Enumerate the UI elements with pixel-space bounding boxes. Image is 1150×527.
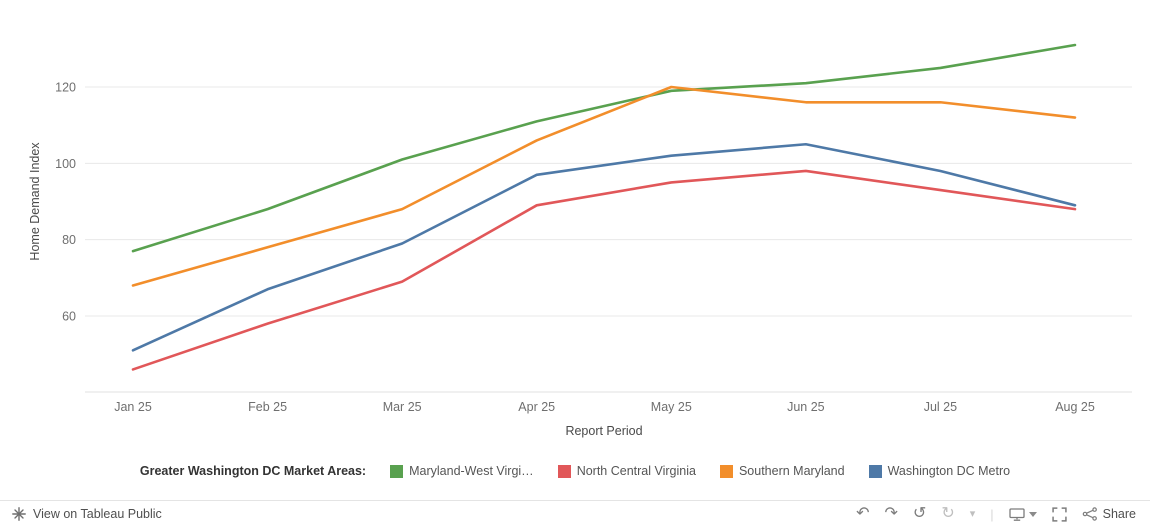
x-tick-label: Aug 25	[1055, 400, 1095, 414]
y-tick-label: 100	[55, 157, 76, 171]
x-tick-label: May 25	[651, 400, 692, 414]
share-icon	[1082, 507, 1097, 521]
tableau-logo-icon	[12, 507, 26, 521]
y-axis-title: Home Demand Index	[28, 142, 42, 261]
share-label: Share	[1102, 507, 1136, 521]
legend-label: Washington DC Metro	[887, 464, 1011, 478]
caret-down-icon[interactable]: ▾	[969, 507, 976, 520]
legend-item[interactable]: Washington DC Metro	[868, 464, 1011, 478]
series-line-north-central-virginia[interactable]	[131, 169, 1077, 371]
series-line-southern-maryland[interactable]	[131, 85, 1077, 287]
legend-item[interactable]: North Central Virginia	[557, 464, 696, 478]
legend-label: Southern Maryland	[738, 464, 845, 478]
x-tick-label: Jul 25	[924, 400, 957, 414]
y-tick-label: 80	[62, 233, 76, 247]
fullscreen-icon	[1051, 506, 1067, 522]
x-axis-title: Report Period	[565, 424, 642, 438]
series-line-maryland-west-virgi[interactable]	[131, 43, 1077, 253]
y-tick-label: 60	[62, 310, 76, 324]
viz-area: 60 80 100 120 Jan 25 Feb 25 Mar 25 Apr 25 May 25…	[0, 0, 1150, 448]
series-line-washington-dc-metro[interactable]	[131, 142, 1077, 352]
legend-item[interactable]: Maryland-West Virgi…	[390, 464, 534, 478]
legend-swatch	[390, 464, 404, 478]
x-tick-label: Jun 25	[787, 400, 825, 414]
fullscreen-button[interactable]	[1051, 506, 1067, 522]
x-tick-label: Feb 25	[248, 400, 287, 414]
legend-title: Greater Washington DC Market Areas:	[139, 464, 367, 478]
x-tick-label: Mar 25	[383, 400, 422, 414]
view-on-tableau-link[interactable]: View on Tableau Public	[0, 507, 162, 521]
download-caret-icon	[1028, 511, 1037, 517]
legend: Greater Washington DC Market Areas: Mary…	[0, 464, 1150, 478]
legend-label: North Central Virginia	[576, 464, 696, 478]
x-tick-label: Apr 25	[518, 400, 555, 414]
legend-items: Maryland-West Virgi… North Central Virgin…	[390, 464, 1010, 478]
y-tick-label: 120	[55, 81, 76, 95]
download-icon	[1008, 507, 1025, 521]
legend-swatch	[719, 464, 733, 478]
legend-label: Maryland-West Virgi…	[409, 464, 534, 478]
line-chart[interactable]: 60 80 100 120 Jan 25 Feb 25 Mar 25 Apr 25 May 25…	[0, 0, 1150, 448]
share-button[interactable]: Share	[1082, 507, 1136, 521]
redo-icon[interactable]: ↷	[884, 505, 898, 522]
legend-swatch	[868, 464, 882, 478]
download-button[interactable]	[1008, 507, 1037, 521]
tableau-toolbar: View on Tableau Public ↶ ↷ ↺ ↻ ▾ |	[0, 500, 1150, 527]
undo-icon[interactable]: ↶	[856, 505, 870, 522]
view-on-tableau-label: View on Tableau Public	[33, 507, 162, 521]
legend-swatch	[557, 464, 571, 478]
refresh-icon[interactable]: ↻	[941, 505, 955, 522]
toolbar-separator: |	[990, 506, 994, 522]
x-tick-label: Jan 25	[114, 400, 152, 414]
toolbar-buttons: ↶ ↷ ↺ ↻ ▾ |	[856, 506, 1150, 522]
revert-icon[interactable]: ↺	[912, 505, 927, 522]
legend-item[interactable]: Southern Maryland	[719, 464, 845, 478]
